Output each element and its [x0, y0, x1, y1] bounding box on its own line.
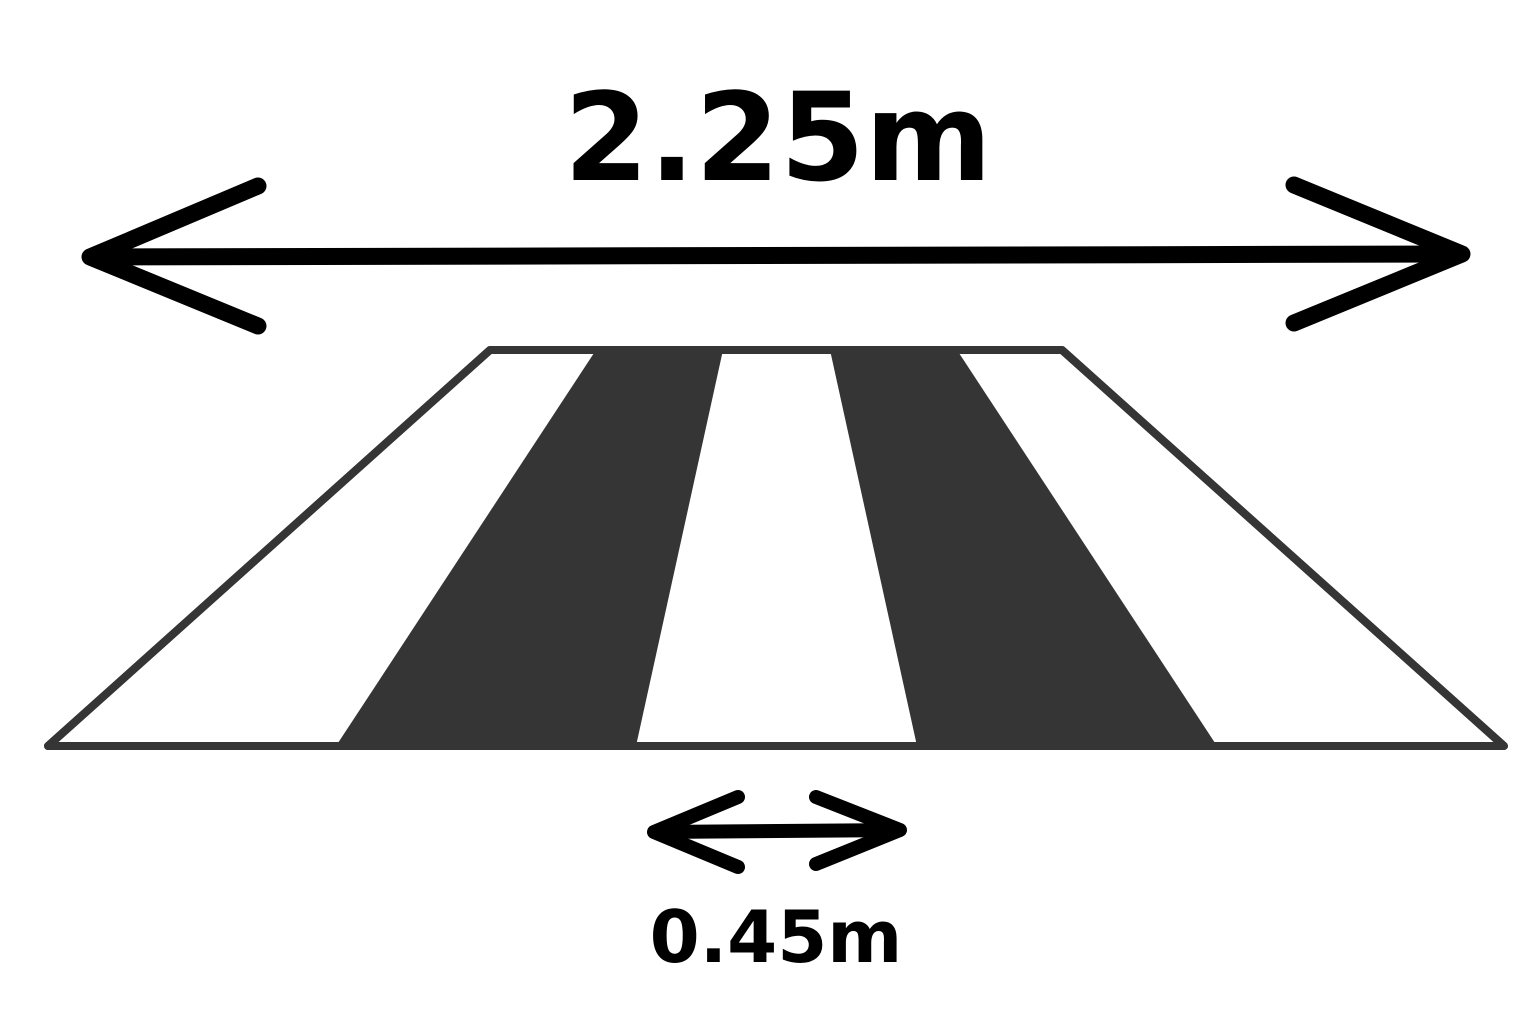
stripe-width-arrow-icon	[647, 790, 907, 874]
total-width-arrow-right-head	[1285, 176, 1471, 332]
crossing-outline-top	[44, 346, 1508, 750]
total-width-arrow-shaft	[83, 245, 1469, 266]
total-width-arrow-icon	[81, 176, 1471, 335]
total-width-label: 2.25m	[564, 67, 992, 209]
stripe-width-arrow-shaft	[649, 823, 905, 839]
stripe-width-arrow-right-head	[809, 790, 907, 871]
dark-stripe-right	[830, 350, 1217, 746]
total-width-arrow-left-head	[81, 177, 267, 335]
stripe-width-label: 0.45m	[650, 895, 903, 979]
dark-stripe-left	[336, 350, 723, 746]
stripe-width-arrow-left-head	[647, 790, 745, 874]
zebra-crossing	[44, 346, 1508, 750]
